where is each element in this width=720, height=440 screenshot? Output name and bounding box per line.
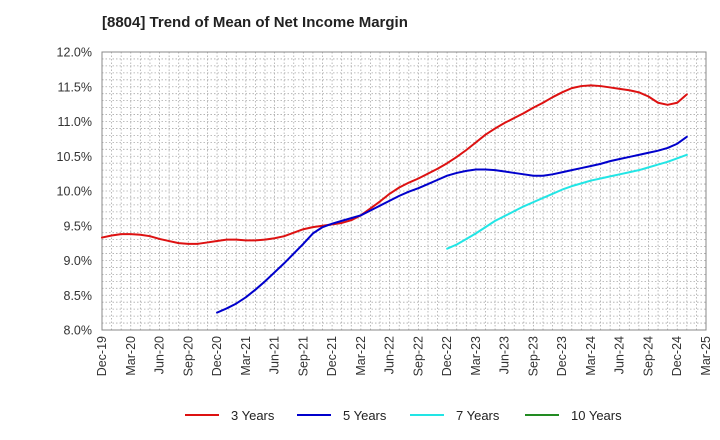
x-tick-label: Sep-22 [411,336,425,376]
x-tick-label: Jun-24 [613,336,627,374]
legend-item-7-years: 7 Years [410,405,499,425]
x-tick-label: Jun-20 [153,336,167,374]
x-tick-label: Mar-21 [239,336,253,376]
y-tick-label: 11.0% [57,115,92,129]
x-tick-label: Mar-23 [469,336,483,376]
x-tick-label: Sep-20 [181,336,195,376]
legend-swatch [297,414,331,416]
legend-swatch [410,414,444,416]
x-tick-label: Dec-19 [95,336,109,376]
x-tick-label: Jun-23 [498,336,512,374]
y-tick-label: 9.0% [64,254,93,268]
x-tick-label: Dec-23 [555,336,569,376]
x-tick-label: Jun-22 [383,336,397,374]
series-lines [101,84,688,314]
y-tick-label: 10.0% [57,185,92,199]
y-tick-label: 11.5% [57,80,92,94]
chart-title: [8804] Trend of Mean of Net Income Margi… [102,14,408,31]
series-line-3-years [101,84,688,245]
y-tick-label: 10.5% [57,150,92,164]
legend-item-3-years: 3 Years [185,405,274,425]
series-line-5-years [216,135,688,314]
legend-label: 7 Years [456,407,500,423]
x-tick-label: Mar-22 [354,336,368,376]
axes: 8.0% 8.5% 9.0% 9.5% 10.0% 10.5% 11.0% 11.5% 12.0… [57,46,713,377]
legend: 3 Years 5 Years 7 Years 10 Years [0,405,720,425]
x-tick-label: Dec-20 [210,336,224,376]
legend-label: 5 Years [343,407,387,423]
legend-item-5-years: 5 Years [297,405,386,425]
series-line-7-years [446,153,688,250]
x-tick-label: Mar-24 [584,336,598,376]
x-tick-label: Mar-20 [124,336,138,376]
legend-swatch [525,414,559,416]
y-tick-label: 9.5% [64,219,93,233]
y-tick-label: 8.0% [64,324,93,338]
x-tick-label: Dec-21 [325,336,339,376]
x-tick-label: Jun-21 [268,336,282,374]
y-tick-label: 8.5% [64,289,93,303]
legend-label: 10 Years [571,407,622,423]
x-tick-label: Dec-24 [670,336,684,376]
y-tick-label: 12.0% [57,46,92,60]
gridlines [102,52,706,330]
plot-frame [101,51,707,331]
legend-label: 3 Years [231,407,275,423]
legend-swatch [185,414,219,416]
x-tick-label: Sep-21 [296,336,310,376]
x-tick-label: Sep-24 [641,336,655,376]
x-tick-label: Sep-23 [526,336,540,376]
legend-item-10-years: 10 Years [525,405,622,425]
x-tick-label: Mar-25 [699,336,713,376]
x-tick-label: Dec-22 [440,336,454,376]
